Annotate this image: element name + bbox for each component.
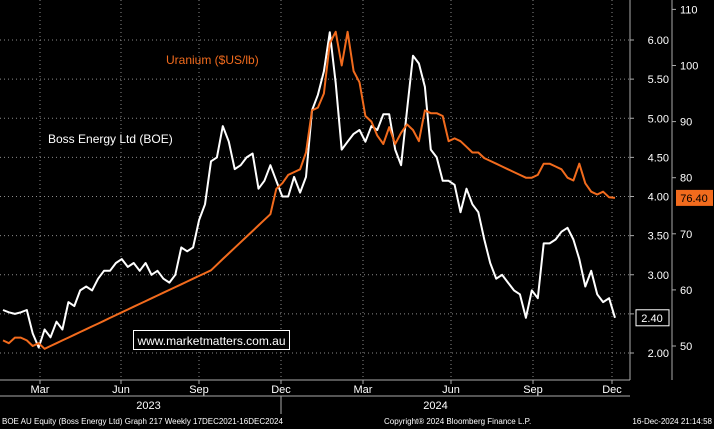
y-tick-label-inner: 5.00 [648,113,669,125]
y-tick-label-inner: 3.50 [648,231,669,243]
x-tick-label: Dec [602,384,622,396]
y-tick-label-outer: 110 [680,4,698,16]
series-group [2,30,616,350]
x-axis: Mar Jun Sep Dec Mar Jun Sep Dec 2023 2024 [31,380,622,414]
x-tick-label: Sep [189,384,209,396]
footer-right: 16-Dec-2024 21:14:58 [632,417,712,426]
y-tick-label-inner: 4.50 [648,152,669,164]
y-tick-label-outer: 90 [680,117,692,129]
footer-left: BOE AU Equity (Boss Energy Ltd) Graph 21… [2,417,283,426]
y-tick-label-inner: 5.50 [648,74,669,86]
y-tick-label-inner: 4.00 [648,192,669,204]
x-year-label: 2023 [136,400,160,412]
y-tick-label-inner: 6.00 [648,35,669,47]
y-tick-label-outer: 60 [680,285,692,297]
uranium-series-line [2,30,616,350]
y-tick-label-outer: 50 [680,341,692,353]
y-tick-label-outer: 70 [680,229,692,241]
last-value-badges: 2.40 76.40 [635,189,713,327]
x-tick-label: Jun [112,384,130,396]
footer-bar: BOE AU Equity (Boss Energy Ltd) Graph 21… [0,415,714,429]
uranium-last-value-badge [676,189,713,206]
footer-center: Copyright® 2024 Bloomberg Finance L.P. [384,417,532,426]
uranium-series-label: Uranium ($US/lb) [166,53,259,67]
boe-last-value-label: 2.40 [641,313,662,325]
y-tick-label-inner: 3.00 [648,270,669,282]
y-tick-label-outer: 80 [680,173,692,185]
x-tick-label: Sep [523,384,543,396]
boe-last-value-badge [635,309,670,327]
boe-series-line [2,31,616,349]
watermark: www.marketmatters.com.au [133,330,290,350]
boe-series-label: Boss Energy Ltd (BOE) [48,132,173,146]
x-tick-label: Jun [442,384,460,396]
x-tick-label: Mar [354,384,373,396]
y-tick-label-inner: 2.00 [648,348,669,360]
x-tick-label: Dec [271,384,291,396]
y-axis-inner: 2.002.503.003.504.004.505.005.506.00 [630,35,669,360]
x-year-label: 2024 [423,400,447,412]
y-axis-outer: 50 60 70 80 90 100 110 [672,4,698,353]
grid [0,0,630,380]
uranium-last-value-label: 76.40 [680,193,708,205]
x-tick-label: Mar [31,384,50,396]
y-tick-label-outer: 100 [680,61,698,73]
